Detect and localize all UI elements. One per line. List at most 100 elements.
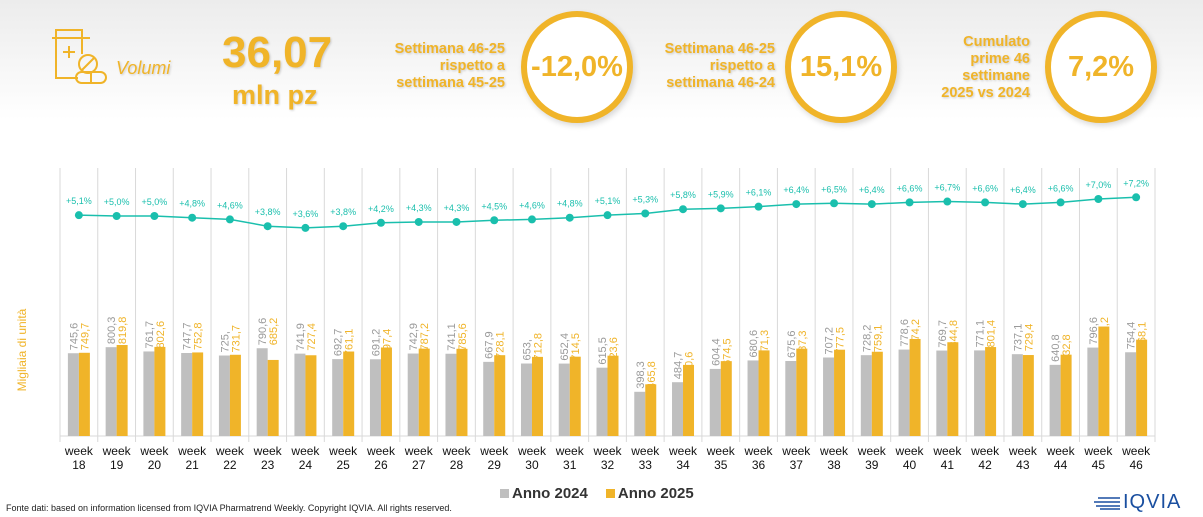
cumulative-label: +6,6%	[1048, 183, 1074, 193]
data-label-2025: 749,7	[79, 323, 91, 351]
cumulative-label: +5,1%	[66, 196, 92, 206]
data-label-2024: 604,4	[710, 338, 722, 366]
data-label-2025: 727,4	[306, 323, 318, 351]
legend-item-2025: Anno 2025	[605, 485, 694, 502]
bar-2025	[116, 345, 128, 436]
y-axis-label: Migliaia di unità	[15, 308, 29, 392]
bar-2024	[294, 353, 306, 436]
kpi-label-line: rispetto a	[709, 58, 775, 74]
bar-2025	[569, 356, 581, 436]
bar-2024	[709, 368, 721, 436]
bar-2025	[947, 342, 959, 436]
bar-2025	[380, 347, 392, 436]
data-label-2025: 674,5	[721, 338, 733, 366]
x-tick-label: 29	[488, 458, 502, 472]
x-tick-label: 34	[676, 458, 690, 472]
x-tick-label: 38	[827, 458, 841, 472]
x-tick-label: 20	[148, 458, 162, 472]
kpi-label-line: prime 46	[970, 51, 1030, 67]
cumulative-label: +4,6%	[217, 200, 243, 210]
bar-2025	[78, 352, 90, 436]
cumulative-point	[188, 213, 197, 222]
kpi-weekly-vs-prev-year-circle: 15,1%	[785, 11, 897, 123]
cumulative-point	[414, 217, 423, 226]
bar-2025	[834, 349, 846, 436]
data-label-2025: 819,8	[117, 317, 129, 345]
data-label-2025: 729,4	[1023, 324, 1035, 352]
x-tick-label: 18	[72, 458, 86, 472]
x-tick-label: week	[139, 444, 169, 458]
cumulative-label: +4,6%	[519, 200, 545, 210]
x-tick-label: 30	[525, 458, 539, 472]
bar-2024	[860, 355, 872, 436]
data-label-2025: 868,1	[1137, 322, 1149, 350]
data-label-2025: 801,4	[986, 320, 998, 348]
bar-2025	[796, 348, 808, 436]
data-label-2024: 778,6	[899, 319, 911, 347]
bar-2024	[369, 359, 381, 436]
bar-2025	[871, 351, 883, 436]
kpi-value: 7,2%	[1067, 50, 1135, 83]
kpi-label-line: rispetto a	[439, 58, 505, 74]
cumulative-point	[603, 211, 612, 220]
bar-2024	[936, 350, 948, 436]
x-tick-label: week	[1083, 444, 1113, 458]
x-tick-label: 32	[601, 458, 615, 472]
cumulative-label: +3,6%	[293, 209, 319, 219]
bar-2024	[181, 353, 193, 436]
bar-2024	[332, 359, 344, 436]
bar-2024	[218, 355, 230, 436]
data-label-2024: 675,6	[786, 330, 798, 358]
x-tick-label: 25	[337, 458, 351, 472]
cumulative-label: +5,8%	[670, 190, 696, 200]
data-label-2024: 692,7	[333, 329, 345, 357]
data-label-2025: 759,1	[872, 325, 884, 353]
data-label-2024: 640,8	[1050, 334, 1062, 362]
bar-2025	[683, 364, 695, 436]
kpi-cumulative-label: Cumulato prime 46 settimane 2025 vs 2024	[900, 34, 1030, 102]
x-tick-label: 45	[1092, 458, 1106, 472]
cumulative-point	[263, 222, 272, 231]
bar-2024	[1125, 352, 1137, 436]
x-tick-label: week	[970, 444, 1000, 458]
x-tick-label: 22	[223, 458, 237, 472]
cumulative-label: +6,4%	[783, 185, 809, 195]
data-label-2024: 771,1	[975, 320, 987, 348]
bar-2024	[785, 361, 797, 436]
bar-2025	[607, 355, 619, 436]
cumulative-point	[150, 212, 159, 220]
bar-2024	[747, 360, 759, 436]
bar-2024	[1087, 347, 1099, 436]
x-tick-label: week	[441, 444, 471, 458]
cumulative-point	[376, 218, 385, 227]
cumulative-point	[1132, 193, 1141, 202]
data-label-2025: 777,5	[835, 327, 847, 355]
cumulative-point	[74, 211, 83, 220]
cumulative-point	[641, 209, 650, 218]
data-label-2024: 761,7	[144, 321, 156, 349]
data-label-2024: 742,9	[408, 323, 420, 351]
legend-label: Anno 2025	[617, 485, 694, 502]
cumulative-label: +3,8%	[255, 207, 281, 217]
iqvia-logo: IQVIA	[1094, 491, 1181, 514]
bar-2025	[1022, 355, 1034, 436]
cumulative-label: +5,3%	[632, 194, 658, 204]
kpi-label-line: settimane	[962, 68, 1030, 84]
x-tick-label: 28	[450, 458, 464, 472]
data-label-2024: 769,7	[937, 320, 949, 348]
cumulative-label: +5,1%	[595, 196, 621, 206]
x-tick-label: week	[215, 444, 245, 458]
bar-2024	[483, 361, 495, 436]
cumulative-label: +5,0%	[104, 197, 130, 207]
legend-label: Anno 2024	[512, 485, 588, 502]
data-label-2025: 728,1	[495, 331, 507, 359]
x-tick-label: 37	[790, 458, 804, 472]
bar-2024	[974, 350, 986, 436]
x-tick-label: 35	[714, 458, 728, 472]
source-footnote: Fonte dati: based on information license…	[6, 503, 452, 513]
data-label-2024: 615,5	[597, 337, 609, 365]
data-label-2024: 653,	[521, 339, 533, 360]
x-tick-label: 41	[941, 458, 955, 472]
total-volume-value: 36,07	[222, 28, 333, 77]
data-label-2024: 737,1	[1012, 324, 1024, 352]
